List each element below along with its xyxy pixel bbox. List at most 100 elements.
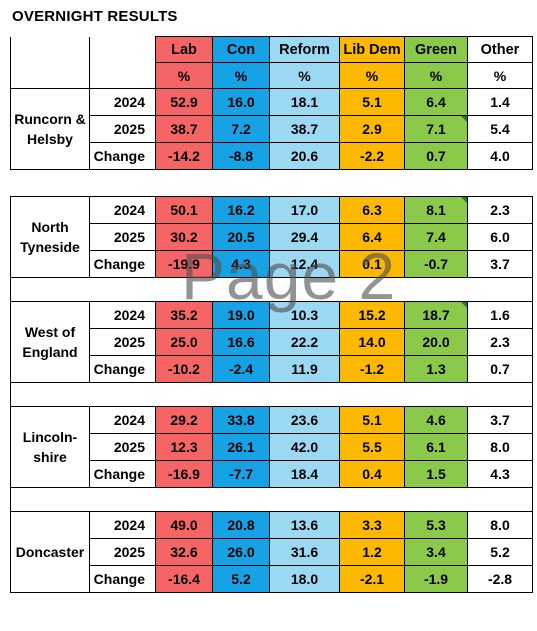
value-other: 6.0 [467, 223, 533, 251]
header-green: Green [404, 36, 468, 63]
spacer-cell [10, 382, 533, 407]
unit-green: % [404, 62, 468, 89]
table-row: Change -14.2 -8.8 20.6 -2.2 0.7 4.0 [11, 142, 533, 170]
row-label-2024: 2024 [89, 196, 156, 224]
table-row: Runcorn & Helsby 2024 52.9 16.0 18.1 5.1… [10, 88, 533, 170]
table-row: North Tyneside 2024 50.1 16.2 17.0 6.3 8… [10, 196, 533, 278]
area-name-cell: North Tyneside [10, 196, 90, 278]
value-green: 7.4 [404, 223, 468, 251]
page-title: OVERNIGHT RESULTS [12, 8, 178, 25]
row-label-2024: 2024 [89, 511, 156, 539]
value-con: 4.3 [212, 250, 270, 278]
area-name-line: Runcorn & [14, 111, 86, 127]
header-other: Other [467, 36, 533, 63]
unit-header-row: % % % % % % [10, 62, 533, 89]
value-con: 7.2 [212, 115, 270, 143]
value-green: 5.3 [404, 511, 468, 539]
header-lab: Lab [155, 36, 213, 63]
value-con: 20.5 [212, 223, 270, 251]
area-name-line: Doncaster [15, 544, 85, 560]
value-reform: 10.3 [269, 301, 340, 329]
value-reform: 18.1 [269, 88, 340, 116]
value-con: 20.8 [212, 511, 270, 539]
row-label-2025: 2025 [89, 433, 156, 461]
value-libdem: 15.2 [339, 301, 405, 329]
value-other: 2.3 [467, 328, 533, 356]
table-row: West of England 2024 35.2 19.0 10.3 15.2… [10, 301, 533, 383]
header-blank-cell [89, 36, 156, 63]
table-row: Lincoln- shire 2024 29.2 33.8 23.6 5.1 4… [10, 406, 533, 488]
value-con: 16.6 [212, 328, 270, 356]
spacer-row [10, 487, 533, 512]
row-label-change: Change [89, 250, 156, 278]
value-con: 5.2 [212, 565, 270, 593]
value-lab: -10.2 [155, 355, 213, 383]
row-label-change: Change [89, 460, 156, 488]
value-other: -2.8 [467, 565, 533, 593]
row-label-2025: 2025 [89, 115, 156, 143]
value-reform: 17.0 [269, 196, 340, 224]
header-blank-cell [89, 62, 156, 89]
value-reform: 12.4 [269, 250, 340, 278]
value-other: 2.3 [467, 196, 533, 224]
value-reform: 29.4 [269, 223, 340, 251]
value-lab: 35.2 [155, 301, 213, 329]
value-libdem: 5.5 [339, 433, 405, 461]
header-con: Con [212, 36, 270, 63]
spacer-cell [10, 277, 533, 302]
value-libdem: 14.0 [339, 328, 405, 356]
value-lab: -16.4 [155, 565, 213, 593]
value-lab: 29.2 [155, 406, 213, 434]
value-green: 4.6 [404, 406, 468, 434]
unit-lab: % [155, 62, 213, 89]
row-label-2024: 2024 [89, 406, 156, 434]
value-reform: 38.7 [269, 115, 340, 143]
area-name-cell: West of England [10, 301, 90, 383]
value-green: 3.4 [404, 538, 468, 566]
row-label-change: Change [89, 355, 156, 383]
header-blank-cell [10, 62, 90, 89]
value-lab: 25.0 [155, 328, 213, 356]
row-label-change: Change [89, 565, 156, 593]
party-header-row: Lab Con Reform Lib Dem Green Other [10, 36, 533, 63]
value-other: 3.7 [467, 406, 533, 434]
value-lab: 30.2 [155, 223, 213, 251]
value-green: 1.3 [404, 355, 468, 383]
value-reform: 18.4 [269, 460, 340, 488]
value-lab: 38.7 [155, 115, 213, 143]
value-libdem: 6.4 [339, 223, 405, 251]
row-label-2024: 2024 [89, 88, 156, 116]
value-libdem: 2.9 [339, 115, 405, 143]
value-reform: 23.6 [269, 406, 340, 434]
value-reform: 20.6 [269, 142, 340, 170]
value-green: 8.1 [404, 196, 468, 224]
value-green: 6.1 [404, 433, 468, 461]
value-libdem: -1.2 [339, 355, 405, 383]
value-reform: 31.6 [269, 538, 340, 566]
area-name-line: England [22, 344, 78, 360]
value-lab: 52.9 [155, 88, 213, 116]
spacer-row [10, 277, 533, 302]
value-lab: 12.3 [155, 433, 213, 461]
value-libdem: 5.1 [339, 406, 405, 434]
table-row: Change -19.9 4.3 12.4 0.1 -0.7 3.7 [11, 250, 533, 278]
table-row: 2025 12.3 26.1 42.0 5.5 6.1 8.0 [11, 433, 533, 461]
value-other: 1.4 [467, 88, 533, 116]
table-row: 2025 30.2 20.5 29.4 6.4 7.4 6.0 [11, 223, 533, 251]
header-reform: Reform [269, 36, 340, 63]
area-name-line: West of [24, 324, 76, 340]
value-other: 0.7 [467, 355, 533, 383]
unit-con: % [212, 62, 270, 89]
area-name-line: Helsby [27, 131, 73, 147]
value-libdem: 0.4 [339, 460, 405, 488]
value-other: 1.6 [467, 301, 533, 329]
value-con: 26.0 [212, 538, 270, 566]
area-name-line: Tyneside [20, 239, 80, 255]
table-row: 2025 38.7 7.2 38.7 2.9 7.1 5.4 [11, 115, 533, 143]
value-other: 8.0 [467, 433, 533, 461]
header-libdem: Lib Dem [339, 36, 405, 63]
value-lab: -16.9 [155, 460, 213, 488]
value-other: 8.0 [467, 511, 533, 539]
value-libdem: -2.1 [339, 565, 405, 593]
value-green: -0.7 [404, 250, 468, 278]
